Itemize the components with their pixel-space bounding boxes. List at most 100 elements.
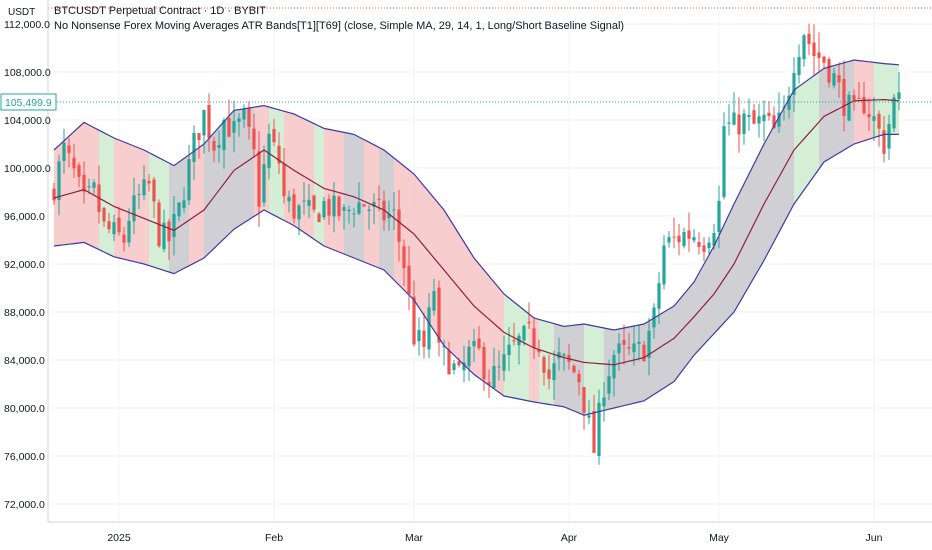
candle-up — [832, 73, 836, 86]
candle-up — [662, 245, 666, 285]
candle-up — [777, 112, 781, 127]
candle-down — [107, 221, 111, 230]
candle-down — [537, 349, 541, 353]
band-segment-neutral — [674, 90, 794, 382]
candle-up — [322, 200, 326, 218]
price-tick-label: 88,000.0 — [4, 307, 45, 319]
band-segment-short — [54, 122, 99, 250]
candle-down — [672, 236, 676, 238]
time-tick-label: Jun — [866, 532, 883, 544]
candle-down — [457, 361, 461, 366]
candle-up — [307, 199, 311, 206]
candle-up — [552, 363, 556, 381]
candle-up — [802, 35, 806, 60]
price-tick-label: 92,000.0 — [4, 259, 45, 271]
candle-down — [437, 287, 441, 343]
candle-down — [257, 151, 261, 207]
candle-up — [242, 108, 246, 120]
candle-up — [562, 354, 566, 356]
band-segment-long — [504, 294, 529, 401]
candle-down — [807, 33, 811, 44]
candle-up — [287, 196, 291, 202]
band-segment-short — [114, 138, 149, 266]
candle-down — [592, 410, 596, 453]
candle-up — [297, 205, 301, 220]
candle-up — [797, 56, 801, 76]
candle-down — [687, 230, 691, 239]
candle-up — [467, 346, 471, 367]
candle-up — [222, 120, 226, 150]
indicator-title[interactable]: No Nonsense Forex Moving Averages ATR Ba… — [54, 20, 625, 32]
candle-up — [507, 344, 511, 356]
candle-up — [597, 402, 601, 456]
candle-down — [282, 163, 286, 197]
candle-up — [557, 352, 561, 359]
candle-up — [267, 133, 271, 169]
candle-down — [362, 204, 366, 207]
candle-up — [727, 122, 731, 124]
candle-down — [67, 145, 71, 153]
candle-up — [747, 115, 751, 117]
candle-up — [62, 142, 66, 161]
candle-up — [357, 202, 361, 214]
candle-up — [92, 182, 96, 188]
candle-down — [272, 129, 276, 143]
candle-down — [527, 321, 531, 324]
candle-up — [732, 112, 736, 125]
candle-down — [247, 108, 251, 127]
candle-up — [112, 222, 116, 235]
candle-down — [487, 382, 491, 386]
candle-up — [612, 355, 616, 379]
last-price-line — [48, 7, 932, 103]
symbol-title[interactable]: BTCUSDT Perpetual Contract · 1D · BYBIT — [54, 5, 266, 17]
candle-down — [867, 114, 871, 118]
candle-down — [77, 164, 81, 177]
band-segment-short — [364, 139, 379, 268]
candle-down — [877, 113, 881, 129]
candle-up — [847, 94, 851, 121]
candle-down — [842, 78, 846, 116]
price-tick-label: 100,000.0 — [4, 163, 51, 175]
price-tick-label: 108,000.0 — [4, 67, 51, 79]
candle-up — [637, 341, 641, 344]
candle-up — [427, 307, 431, 350]
candle-up — [602, 397, 606, 407]
candle-down — [227, 118, 231, 137]
candle-down — [167, 221, 171, 242]
candle-down — [512, 340, 516, 342]
candle-up — [667, 237, 671, 243]
candle-up — [442, 346, 446, 348]
price-tick-label: 80,000.0 — [4, 403, 45, 415]
candle-up — [332, 195, 336, 217]
candle-up — [717, 200, 721, 233]
candle-up — [722, 126, 726, 197]
candle-up — [387, 214, 391, 218]
band-segment-long — [99, 130, 114, 257]
candle-up — [302, 200, 306, 202]
candle-down — [837, 75, 841, 83]
candle-up — [347, 209, 351, 212]
candle-down — [482, 346, 486, 380]
candle-up — [607, 376, 611, 394]
candle-down — [252, 128, 256, 150]
candle-up — [497, 366, 501, 368]
candle-down — [857, 97, 861, 99]
candle-down — [622, 339, 626, 345]
candle-down — [812, 42, 816, 56]
candles — [52, 23, 901, 465]
candle-up — [472, 340, 476, 347]
candle-down — [822, 56, 826, 63]
candle-down — [422, 330, 426, 347]
candle-up — [682, 231, 686, 246]
price-tick-label: 84,000.0 — [4, 355, 45, 367]
candle-down — [702, 245, 706, 252]
time-tick-label: Apr — [561, 532, 578, 544]
candle-up — [417, 330, 421, 342]
candle-up — [182, 200, 186, 208]
candle-down — [277, 145, 281, 164]
candle-up — [142, 179, 146, 196]
candle-up — [742, 113, 746, 134]
band-segment-long — [539, 319, 554, 406]
